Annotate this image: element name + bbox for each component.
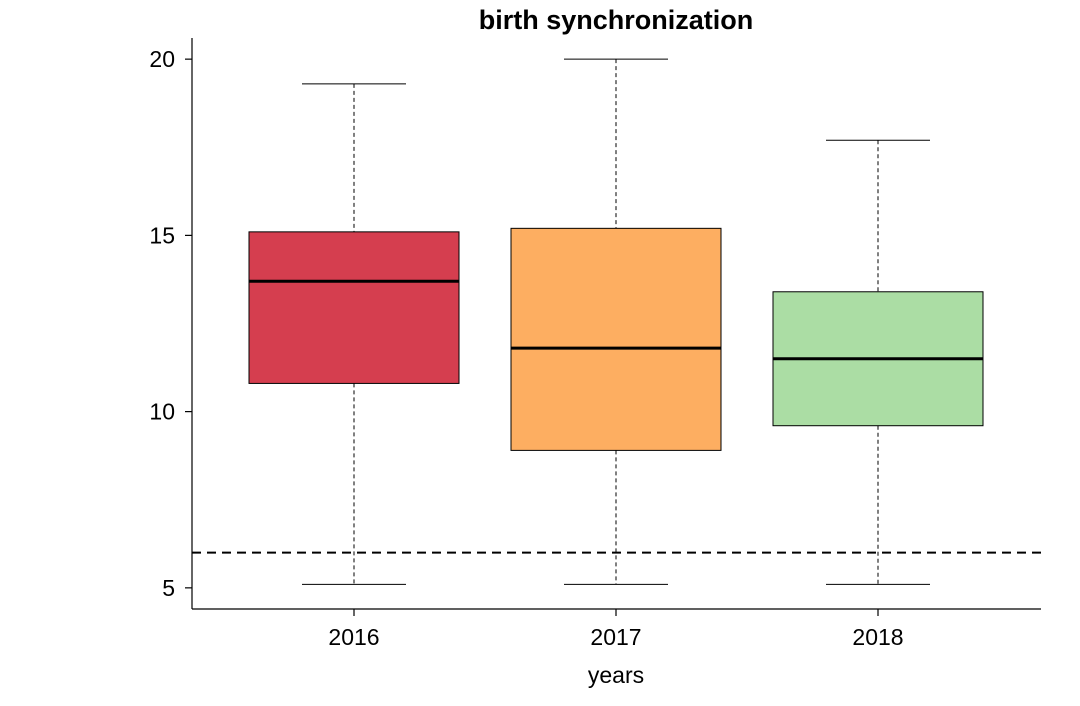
y-tick-label: 15 [149, 222, 175, 248]
box-body [510, 227, 722, 451]
x-tick-label: 2016 [328, 624, 379, 650]
y-tick-label: 5 [162, 575, 175, 601]
y-tick-label: 20 [149, 46, 175, 72]
x-tick-label: 2017 [590, 624, 641, 650]
chart-title: birth synchronization [479, 5, 754, 35]
y-tick-label: 10 [149, 399, 175, 425]
y-axis-ticks: 5 10 15 20 [149, 46, 192, 601]
x-axis-title: years [588, 662, 644, 688]
box-body [248, 231, 460, 384]
box-2016 [248, 83, 460, 585]
box-2017 [510, 58, 722, 585]
plot-area [192, 58, 1041, 585]
box-2018 [772, 139, 984, 585]
x-axis-ticks: 2016 2017 2018 [328, 609, 904, 650]
x-tick-label: 2018 [852, 624, 903, 650]
